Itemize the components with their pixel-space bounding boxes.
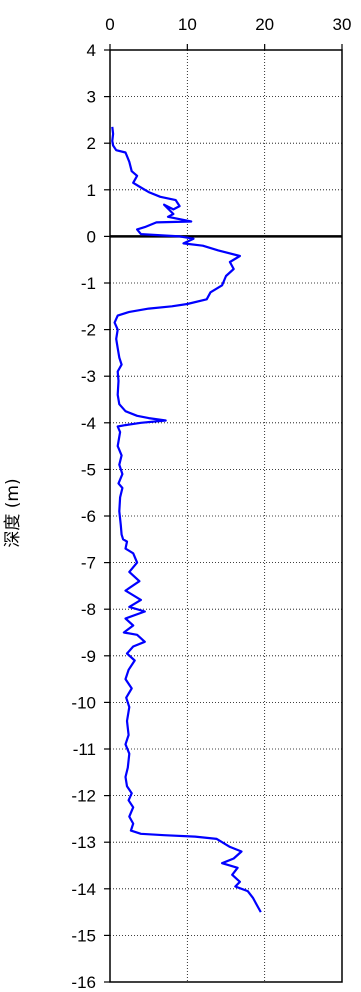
y-tick-label: -11 — [73, 740, 96, 759]
y-tick-label: -10 — [71, 693, 96, 712]
y-axis-label: 深度 (m) — [3, 478, 23, 547]
x-tick-label: 0 — [105, 15, 114, 34]
y-tick-label: 4 — [87, 41, 96, 60]
grid-lines — [110, 50, 342, 982]
y-tick-label: -3 — [81, 367, 96, 386]
y-tick-label: -16 — [71, 973, 96, 992]
y-tick-label: -1 — [81, 274, 96, 293]
y-tick-label: -6 — [81, 507, 96, 526]
y-tick-label: -12 — [71, 787, 96, 806]
y-tick-label: -13 — [71, 833, 96, 852]
y-tick-label: 0 — [87, 227, 96, 246]
y-tick-label: -5 — [81, 460, 96, 479]
x-tick-label: 30 — [333, 15, 352, 34]
y-tick-label: -2 — [81, 321, 96, 340]
series-line — [111, 126, 262, 913]
y-tick-label: -14 — [71, 880, 96, 899]
x-tick-label: 20 — [255, 15, 274, 34]
x-axis-ticks: 0 10 20 30 — [105, 15, 351, 50]
x-tick-label: 10 — [178, 15, 197, 34]
y-tick-label: -7 — [81, 554, 96, 573]
y-axis-ticks: 4 3 2 1 0 -1 -2 -3 -4 -5 -6 -7 -8 -9 -10 -11 -12 -13 -14 -1… — [71, 41, 110, 992]
y-tick-label: 2 — [87, 134, 96, 153]
y-tick-label: -8 — [81, 600, 96, 619]
y-tick-label: -9 — [81, 647, 96, 666]
y-tick-label: -4 — [81, 414, 96, 433]
y-tick-label: -15 — [71, 926, 96, 945]
y-tick-label: 1 — [87, 181, 96, 200]
y-tick-label: 3 — [87, 88, 96, 107]
